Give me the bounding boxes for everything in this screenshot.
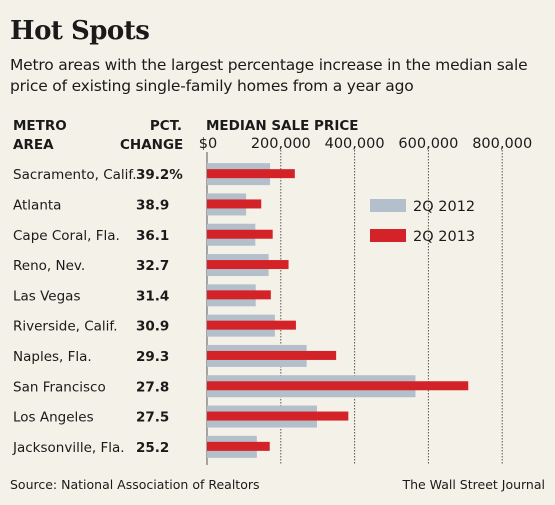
x-tick-label: 200,000 (251, 136, 311, 152)
legend-swatch-2012 (370, 199, 406, 212)
pct-change-label: 38.9 (136, 197, 169, 213)
column-header-metro: METRO AREA (13, 117, 67, 155)
category-label: Riverside, Calif. (13, 319, 117, 335)
pct-change-label: 27.8 (136, 379, 169, 395)
category-label: San Francisco (13, 379, 106, 395)
category-label: Jacksonville, Fla. (12, 440, 125, 456)
bar-2013 (207, 229, 273, 239)
category-label: Los Angeles (13, 410, 94, 426)
column-header-pct-label: PCT. CHANGE (120, 118, 184, 153)
legend-label-2013: 2Q 2013 (413, 229, 475, 245)
pct-change-label: 31.4 (136, 288, 169, 304)
bar-2013 (207, 169, 295, 179)
pct-change-label: 25.2 (136, 440, 169, 456)
chart-subtitle: Metro areas with the largest percentage … (10, 56, 528, 95)
category-label: Las Vegas (13, 288, 81, 304)
bar-2013 (207, 441, 270, 451)
pct-change-label: 39.2% (136, 167, 183, 183)
category-label: Cape Coral, Fla. (13, 228, 120, 244)
bar-2013 (207, 381, 469, 391)
bar-2013 (207, 320, 296, 330)
x-tick-label: $0 (199, 136, 217, 152)
bar-2013 (207, 290, 271, 300)
bar-2013 (207, 260, 289, 270)
pct-change-label: 36.1 (136, 228, 169, 244)
chart-title: Hot Spots (10, 16, 150, 46)
bar-2013 (207, 199, 262, 209)
column-header-metro-label: METRO AREA (13, 118, 67, 153)
publisher-credit: The Wall Street Journal (402, 477, 545, 492)
category-label: Naples, Fla. (13, 349, 92, 365)
category-label: Reno, Nev. (13, 258, 85, 274)
bar-2013 (207, 411, 349, 421)
pct-change-label: 32.7 (136, 258, 169, 274)
legend-label-2012: 2Q 2012 (413, 199, 475, 215)
column-header-price: MEDIAN SALE PRICE (206, 118, 359, 134)
source-note: Source: National Association of Realtors (10, 477, 260, 492)
legend-swatch-2013 (370, 229, 406, 242)
pct-change-label: 30.9 (136, 319, 169, 335)
x-tick-label: 600,000 (398, 136, 458, 152)
bar-2013 (207, 350, 337, 360)
column-header-pct: PCT. CHANGE (120, 117, 184, 155)
category-label: Sacramento, Calif. (13, 167, 137, 183)
x-tick-label: 800,000 (472, 136, 532, 152)
pct-change-label: 29.3 (136, 349, 169, 365)
pct-change-label: 27.5 (136, 410, 169, 426)
category-label: Atlanta (13, 197, 61, 213)
x-tick-label: 400,000 (325, 136, 385, 152)
